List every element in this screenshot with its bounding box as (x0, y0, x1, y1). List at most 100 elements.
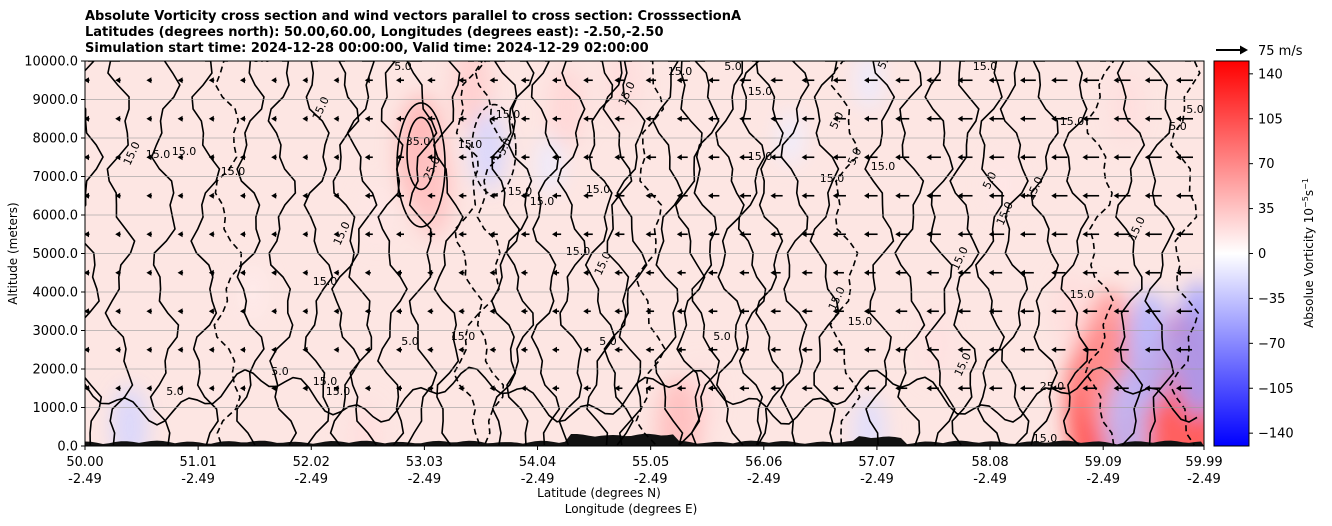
wind-vector-head (115, 192, 121, 199)
x-tick-label-lat: 50.00 (66, 455, 103, 470)
contour-label: 5.0 (401, 335, 419, 348)
contour-label: 5.0 (1169, 120, 1187, 133)
wind-vector-head (240, 308, 245, 315)
wind-vector-head (1051, 231, 1057, 238)
wind-vector-head (302, 77, 308, 84)
wind-vector-head (396, 385, 401, 392)
positive-contour (602, 61, 634, 446)
x-axis: 50.00 -2.49 51.01 -2.49 52.02 -2.49 53.03 -2.49… (66, 446, 1223, 487)
wind-vector-head (957, 308, 963, 315)
wind-vector-head (1082, 154, 1088, 161)
wind-vector-head (1144, 385, 1150, 392)
wind-vector-head (926, 154, 932, 161)
colorbar-tick-label: −140 (1258, 427, 1294, 442)
wind-vector-head (302, 231, 308, 238)
wind-vector-head (1020, 77, 1025, 84)
positive-contour (616, 61, 648, 446)
wind-vector-head (1051, 77, 1057, 84)
wind-vector-head (1113, 269, 1119, 276)
x-tick-label-lat: 51.01 (180, 455, 217, 470)
wind-vector-head (271, 308, 277, 315)
wind-vector-head (333, 308, 339, 315)
wind-vector-head (240, 385, 245, 392)
wind-vector-head (146, 154, 152, 161)
wind-vector-head (177, 192, 183, 199)
wind-vector-head (1176, 385, 1181, 392)
wind-vector-head (271, 385, 277, 392)
wind-vector-head (1176, 231, 1181, 238)
wind-vector-head (832, 231, 838, 238)
wind-vector-head (676, 77, 682, 84)
x-tick-label-lat: 58.08 (971, 455, 1008, 470)
positive-contour (1144, 61, 1175, 446)
y-tick-label: 2000.0 (33, 363, 79, 378)
x-tick-label-lon: -2.49 (747, 472, 781, 487)
wind-vector-head (708, 154, 713, 161)
wind-vector-head (676, 269, 682, 276)
wind-vector-head (489, 115, 495, 122)
wind-vector-head (770, 192, 776, 199)
contour-label: 15.0 (820, 172, 845, 185)
wind-vector-head (458, 154, 464, 161)
wind-vector-head (396, 269, 401, 276)
wind-vector-head (552, 154, 557, 161)
wind-vector-head (489, 77, 495, 84)
wind-vector-head (708, 77, 713, 84)
contour-label: 15.0 (530, 195, 555, 208)
wind-vector-head (1144, 192, 1150, 199)
wind-vector-head (271, 154, 277, 161)
wind-vector-head (115, 346, 121, 353)
wind-vector-head (739, 269, 745, 276)
wind-vector-head (364, 231, 370, 238)
y-gridlines (85, 99, 1204, 408)
quiver-key-arrowhead (1240, 45, 1248, 55)
wind-vector-head (676, 231, 682, 238)
wind-vector-head (645, 308, 651, 315)
wind-vector-head (364, 192, 370, 199)
wind-vector-head (583, 77, 589, 84)
wind-vector-head (520, 231, 526, 238)
wind-vector-head (614, 154, 620, 161)
wind-vector-head (552, 308, 557, 315)
wind-vector-head (489, 231, 495, 238)
wind-vector-head (427, 346, 433, 353)
x-tick-label-lat: 53.03 (406, 455, 443, 470)
contour-label: 15.0 (458, 138, 483, 151)
wind-vector-head (957, 192, 963, 199)
wind-vector-head (739, 385, 745, 392)
wind-vector-head (708, 269, 713, 276)
wind-vector-head (614, 192, 620, 199)
wind-vector-head (645, 77, 651, 84)
wind-vector-head (489, 346, 495, 353)
contour-label: 15.0 (748, 85, 773, 98)
positive-contour (432, 61, 464, 446)
wind-vector-head (364, 115, 370, 122)
wind-vector-head (177, 115, 183, 122)
wind-vector-head (146, 385, 152, 392)
positive-contour (530, 61, 561, 446)
wind-vector-head (832, 269, 838, 276)
wind-vector-head (85, 231, 89, 238)
wind-vector-head (1144, 154, 1150, 161)
wind-vector-head (1082, 308, 1088, 315)
wind-vector-head (801, 346, 807, 353)
x-axis-label-latitude: Latitude (degrees N) (537, 486, 661, 500)
wind-vector-head (864, 231, 869, 238)
colorbar-tick-label: −105 (1258, 382, 1294, 397)
wind-vector-head (333, 385, 339, 392)
positive-contour (236, 61, 265, 446)
x-tick-label-lon: -2.49 (408, 472, 442, 487)
wind-vector-head (177, 154, 183, 161)
colorbar: 140 105 70 35 0 −35 −70 −105 −140 Absolue Vortic… (1213, 60, 1316, 447)
wind-vector-head (988, 154, 994, 161)
wind-vector-head (146, 308, 152, 315)
positive-contour (329, 61, 361, 446)
positive-contour (652, 61, 684, 446)
wind-vector-head (1082, 77, 1088, 84)
wind-vector-head (146, 192, 152, 199)
terrain-fill (85, 433, 1204, 446)
wind-vector-head (1051, 115, 1057, 122)
positive-contour (406, 61, 438, 446)
wind-vector-head (520, 192, 526, 199)
